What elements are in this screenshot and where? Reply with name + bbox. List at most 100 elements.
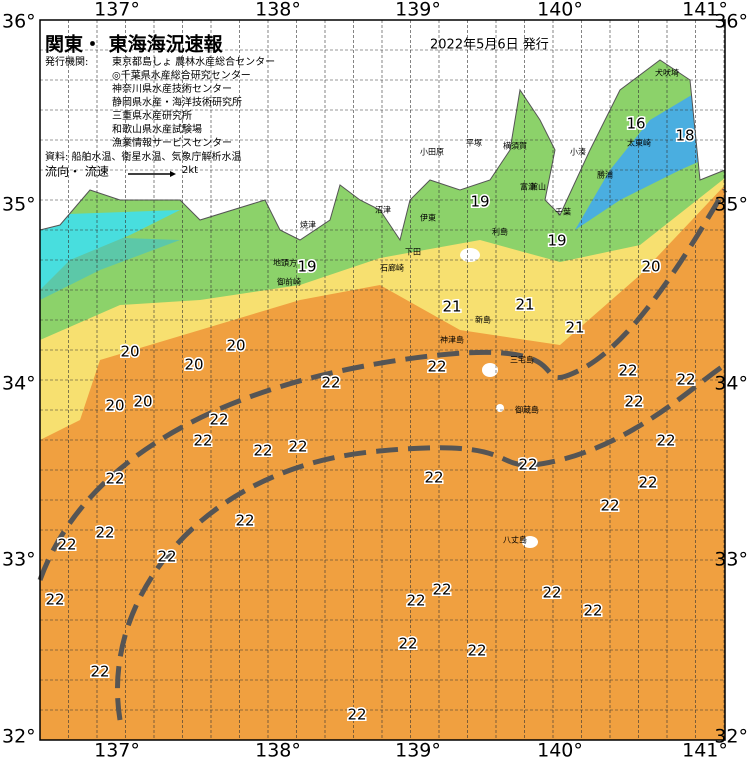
latitude-label: 34° xyxy=(714,373,748,395)
longitude-label: 137° xyxy=(94,0,140,21)
temperature-label: 22 xyxy=(57,536,76,554)
latitude-label: 32° xyxy=(2,726,36,748)
issuer: 漁業情報サービスセンター xyxy=(112,136,232,149)
temperature-label: 22 xyxy=(157,548,176,566)
legend-label: 流向・ 流速 xyxy=(45,164,109,179)
latitude-label: 33° xyxy=(714,549,748,571)
longitude-label: 140° xyxy=(537,740,583,762)
temperature-label: 22 xyxy=(656,432,675,450)
issuer: ◎千葉県水産総合研究センター xyxy=(112,69,251,82)
temperature-label: 20 xyxy=(184,356,203,374)
island xyxy=(460,248,480,262)
place-name: 横須賀 xyxy=(503,141,527,151)
longitude-label: 139° xyxy=(395,740,441,762)
temperature-label: 22 xyxy=(467,642,486,660)
temperature-label: 22 xyxy=(321,374,340,392)
latitude-label: 36° xyxy=(714,11,748,33)
issuer: 神奈川県水産技術センター xyxy=(112,82,232,95)
island xyxy=(482,363,498,377)
temperature-label: 18 xyxy=(675,127,694,145)
longitude-label: 139° xyxy=(395,0,441,21)
place-name: 犬吠埼 xyxy=(655,68,679,78)
place-name: 焼津 xyxy=(300,220,316,230)
temperature-label: 22 xyxy=(209,411,228,429)
temperature-label: 22 xyxy=(638,474,657,492)
temperature-label: 22 xyxy=(288,438,307,456)
temperature-label: 20 xyxy=(641,258,660,276)
place-name: 太東崎 xyxy=(627,138,651,148)
place-name: 小湊 xyxy=(570,147,586,157)
temperature-label: 16 xyxy=(626,115,645,133)
temperature-label: 22 xyxy=(235,512,254,530)
sea-zone-16 xyxy=(575,90,725,230)
temperature-label: 22 xyxy=(432,581,451,599)
latitude-label: 35° xyxy=(714,194,748,216)
island xyxy=(522,536,538,548)
kuroshio-edge xyxy=(37,188,728,581)
temperature-label: 19 xyxy=(470,193,489,211)
latitude-label: 35° xyxy=(2,194,36,216)
place-name: 御前崎 xyxy=(277,277,301,287)
place-name: 神津島 xyxy=(440,335,464,345)
place-name: 伊東 xyxy=(420,213,436,223)
temperature-label: 22 xyxy=(105,470,124,488)
place-name: 小田原 xyxy=(420,148,444,157)
source: 資料: 船舶水温、衛星水温、気象庁解析水温 xyxy=(45,150,242,163)
legend-arrow-head xyxy=(170,171,176,177)
temperature-label: 22 xyxy=(95,524,114,542)
map-frame xyxy=(39,19,726,741)
temperature-label: 22 xyxy=(600,497,619,515)
temperature-label: 21 xyxy=(442,298,461,316)
temperature-label: 22 xyxy=(676,371,695,389)
temperature-label: 22 xyxy=(542,584,561,602)
temperature-label: 22 xyxy=(193,432,212,450)
place-name: 利島 xyxy=(492,227,508,237)
latitude-label: 33° xyxy=(2,549,36,571)
place-name: 石廊崎 xyxy=(380,263,404,273)
temperature-label: 20 xyxy=(133,393,152,411)
title: 関東・ 東海海況速報 xyxy=(45,33,224,56)
longitude-label: 141° xyxy=(682,0,728,21)
temperature-label: 20 xyxy=(105,397,124,415)
temperature-label: 22 xyxy=(253,442,272,460)
issuer-label: 発行機関: xyxy=(45,55,88,68)
temperature-label: 22 xyxy=(583,602,602,620)
place-name: 新島 xyxy=(475,315,491,325)
place-name: 館山 xyxy=(530,182,546,192)
temperature-label: 22 xyxy=(618,362,637,380)
place-name: 八丈島 xyxy=(503,535,527,545)
temperature-label: 22 xyxy=(406,592,425,610)
temperature-label: 20 xyxy=(120,343,139,361)
issuer: 和歌山県水産試験場 xyxy=(112,123,202,136)
temperature-label: 21 xyxy=(565,319,584,337)
temperature-label: 19 xyxy=(547,232,566,250)
place-name: 勝浦 xyxy=(597,170,613,180)
longitude-label: 140° xyxy=(537,0,583,21)
place-name: 平塚 xyxy=(466,139,482,148)
latitude-label: 34° xyxy=(2,373,36,395)
kuroshio-edge xyxy=(114,362,727,721)
place-name: 富津 xyxy=(520,182,536,192)
place-name: 沼津 xyxy=(375,205,391,215)
temperature-label: 22 xyxy=(518,456,537,474)
issuer: 東京都島しょ 農林水産総合センター xyxy=(112,55,275,68)
legend-speed: 2kt xyxy=(182,165,198,176)
temperature-label: 22 xyxy=(45,591,64,609)
grid xyxy=(40,20,725,740)
temperature-label: 19 xyxy=(297,258,316,276)
latitude-label: 36° xyxy=(2,11,36,33)
place-name: 千葉 xyxy=(555,207,571,217)
place-name: 地頭方 xyxy=(273,258,297,268)
longitude-label: 138° xyxy=(255,0,301,21)
temperature-label: 22 xyxy=(398,635,417,653)
temperature-label: 21 xyxy=(515,296,534,314)
latitude-label: 32° xyxy=(714,726,748,748)
issuer: 三重県水産研究所 xyxy=(112,109,192,122)
place-name: 御蔵島 xyxy=(515,405,539,415)
longitude-label: 138° xyxy=(255,740,301,762)
temperature-label: 22 xyxy=(90,663,109,681)
temperature-label: 20 xyxy=(226,337,245,355)
issue-date: 2022年5月6日 発行 xyxy=(430,38,549,53)
temperature-label: 22 xyxy=(424,469,443,487)
